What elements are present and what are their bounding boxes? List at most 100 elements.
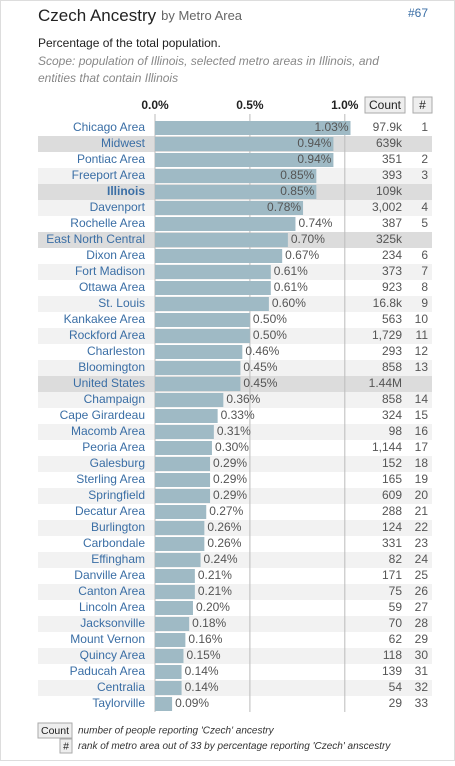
rank: 8 [421, 280, 428, 294]
value-label: 0.61% [274, 264, 308, 278]
count: 54 [389, 680, 403, 694]
bar [155, 265, 271, 279]
category-label: Jacksonville [80, 616, 145, 630]
value-label: 0.29% [213, 456, 247, 470]
category-label: Rockford Area [69, 328, 145, 342]
value-label: 0.29% [213, 488, 247, 502]
row-background [38, 664, 432, 680]
value-label: 0.46% [245, 344, 279, 358]
category-label: Quincy Area [80, 648, 146, 662]
value-label: 0.33% [221, 408, 255, 422]
category-label: Effingham [91, 552, 145, 566]
category-label: Dixon Area [86, 248, 145, 262]
value-label: 0.61% [274, 280, 308, 294]
count: 373 [382, 264, 402, 278]
row-background [38, 504, 432, 520]
category-label: Kankakee Area [64, 312, 146, 326]
category-label: East North Central [46, 232, 145, 246]
value-label: 0.31% [217, 424, 251, 438]
bar [155, 297, 269, 311]
count: 639k [376, 136, 403, 150]
value-label: 0.94% [297, 152, 331, 166]
rank: 26 [415, 584, 429, 598]
value-label: 0.45% [243, 376, 277, 390]
category-label: Chicago Area [73, 120, 145, 134]
count: 324 [382, 408, 402, 422]
bar [155, 249, 283, 263]
count: 165 [382, 472, 402, 486]
value-label: 0.18% [192, 616, 226, 630]
rank: 23 [415, 536, 429, 550]
value-label: 1.03% [314, 120, 348, 134]
category-label: Danville Area [74, 568, 145, 582]
bar [155, 233, 288, 247]
value-label: 0.94% [297, 136, 331, 150]
count: 62 [389, 632, 403, 646]
rank: 4 [421, 200, 428, 214]
rank: 9 [421, 296, 428, 310]
rank: 10 [415, 312, 429, 326]
category-label: Taylorville [92, 696, 145, 710]
count: 234 [382, 248, 402, 262]
category-label: Carbondale [83, 536, 145, 550]
rank: 20 [415, 488, 429, 502]
count: 923 [382, 280, 402, 294]
rank: 33 [415, 696, 429, 710]
count-header: Count [369, 98, 402, 112]
count: 109k [376, 184, 403, 198]
bar [155, 537, 205, 551]
rank: 12 [415, 344, 429, 358]
bar [155, 409, 218, 423]
value-label: 0.21% [198, 568, 232, 582]
row-background [38, 632, 432, 648]
bar [155, 137, 334, 151]
category-label: Freeport Area [72, 168, 146, 182]
count-header-box [364, 96, 406, 114]
bar [155, 153, 334, 167]
footnote-key-box [37, 722, 73, 739]
category-label: Centralia [97, 680, 145, 694]
value-label: 0.14% [185, 664, 219, 678]
count: 16.8k [373, 296, 403, 310]
value-label: 0.20% [196, 600, 230, 614]
rank-header-box [412, 96, 433, 114]
bar [155, 201, 304, 215]
count: 124 [382, 520, 402, 534]
row-background [38, 456, 432, 472]
rank: 32 [415, 680, 429, 694]
value-label: 0.78% [267, 200, 301, 214]
row-background [38, 552, 432, 568]
rank: 15 [415, 408, 429, 422]
category-label: Davenport [90, 200, 146, 214]
row-background [38, 424, 432, 440]
x-tick-label: 1.0% [331, 98, 359, 112]
bar [155, 393, 224, 407]
count: 29 [389, 696, 403, 710]
count: 70 [389, 616, 403, 630]
footnote-key-box [59, 738, 73, 754]
count: 288 [382, 504, 402, 518]
rank: 17 [415, 440, 429, 454]
title-suffix: by Metro Area [161, 8, 243, 23]
value-label: 0.70% [291, 232, 325, 246]
x-tick-label: 0.0% [141, 98, 169, 112]
footnote-key: Count [41, 725, 69, 737]
rank: 27 [415, 600, 429, 614]
count: 325k [376, 232, 403, 246]
count: 75 [389, 584, 403, 598]
bar [155, 425, 214, 439]
rank: 6 [421, 248, 428, 262]
rank: 30 [415, 648, 429, 662]
row-background [38, 472, 432, 488]
rank: 16 [415, 424, 429, 438]
value-label: 0.24% [204, 552, 238, 566]
value-label: 0.14% [185, 680, 219, 694]
row-background [38, 584, 432, 600]
badge: #67 [408, 6, 428, 20]
count: 118 [383, 648, 402, 662]
category-label: Galesburg [90, 456, 145, 470]
category-label: Pontiac Area [77, 152, 145, 166]
bar [155, 697, 173, 711]
value-label: 0.21% [198, 584, 232, 598]
